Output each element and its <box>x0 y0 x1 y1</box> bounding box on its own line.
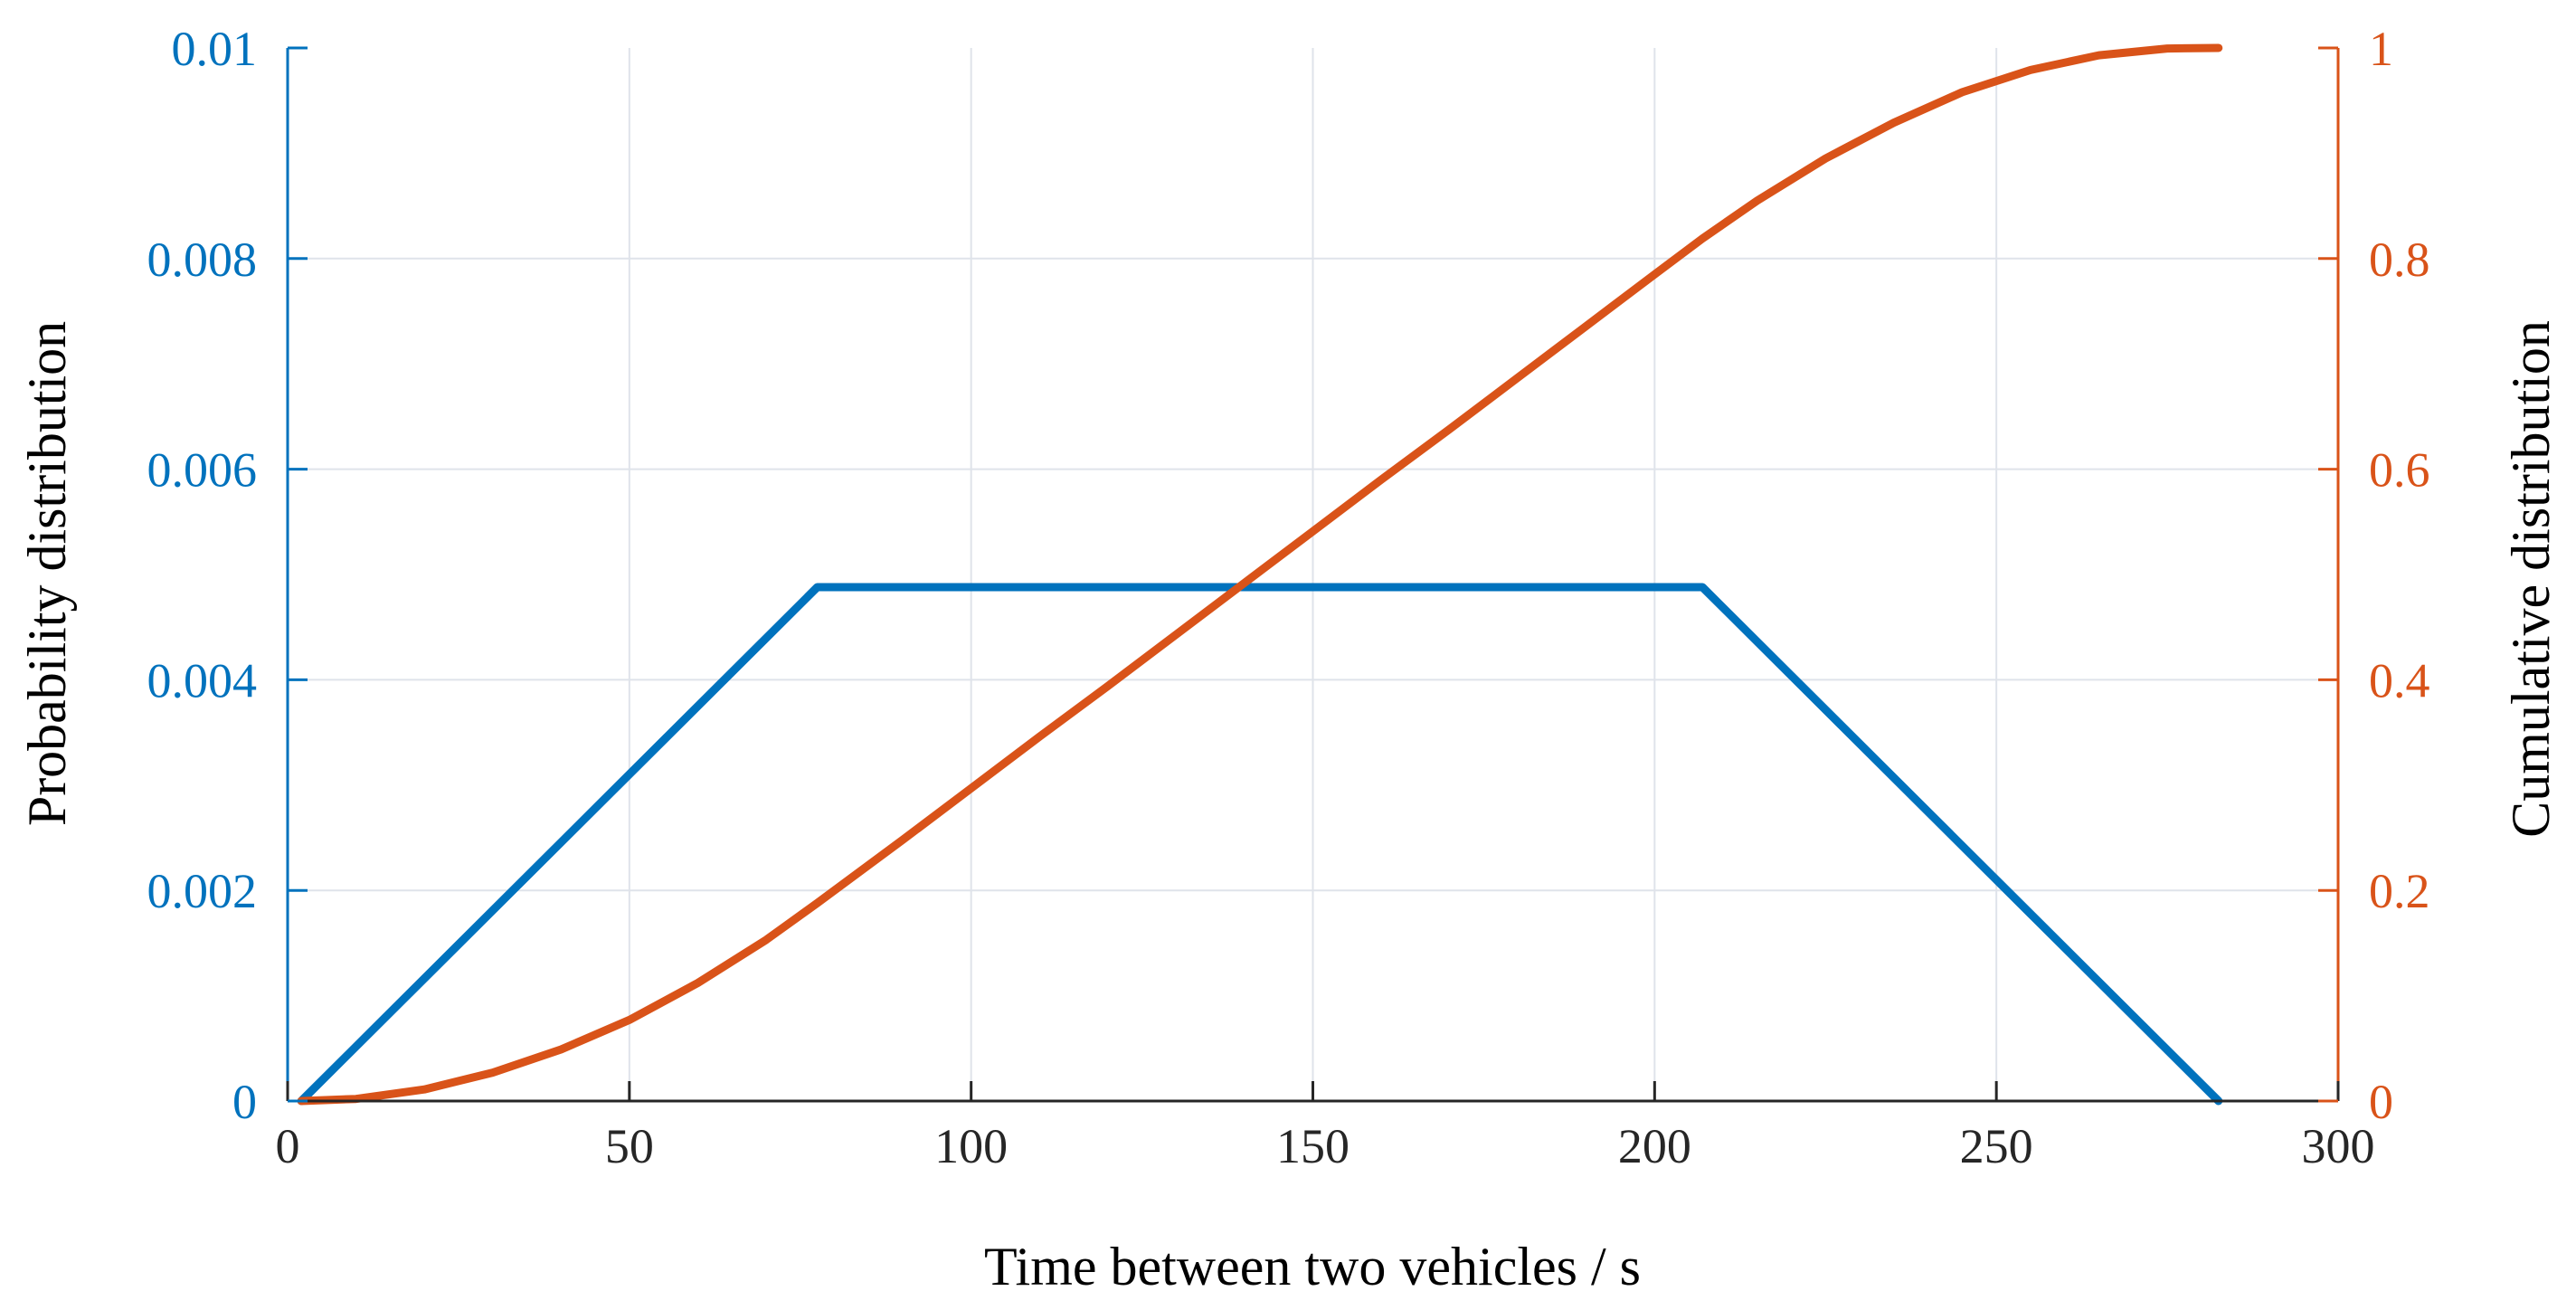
grid-layer <box>288 48 2338 1101</box>
left-y-tick-label: 0.002 <box>147 864 258 918</box>
x-tick-label: 0 <box>276 1119 300 1173</box>
probability-distribution-line <box>297 583 2223 1106</box>
x-tick-label: 250 <box>1960 1119 2033 1173</box>
axes-layer <box>286 46 2340 1103</box>
right-y-tick-label: 0.4 <box>2369 653 2430 707</box>
right-y-tick-label: 0.8 <box>2369 233 2430 287</box>
left-y-axis-title: Probability distribution <box>17 321 77 826</box>
tick-label-layer: 0 50 100 150 200 250 30000.0020.0040.0060.0080… <box>147 22 2430 1173</box>
left-y-tick-label: 0.01 <box>172 22 258 76</box>
left-y-tick-label: 0.004 <box>147 653 258 707</box>
left-y-tick-label: 0.006 <box>147 443 258 498</box>
x-tick-label: 200 <box>1618 1119 1691 1173</box>
right-y-tick-label: 0 <box>2369 1075 2393 1129</box>
x-tick-label: 100 <box>934 1119 1008 1173</box>
x-tick-label: 50 <box>605 1119 654 1173</box>
right-y-tick-label: 1 <box>2369 22 2393 76</box>
left-y-tick-label: 0 <box>232 1075 257 1129</box>
cumulative-distribution-line <box>297 43 2223 1106</box>
left-y-tick-label: 0.008 <box>147 233 258 287</box>
right-y-tick-label: 0.6 <box>2369 443 2430 498</box>
x-axis-title: Time between two vehicles / s <box>984 1237 1641 1296</box>
right-y-tick-label: 0.2 <box>2369 864 2430 918</box>
x-tick-label: 150 <box>1276 1119 1350 1173</box>
series-layer <box>297 43 2223 1106</box>
x-tick-label: 300 <box>2302 1119 2375 1173</box>
right-y-axis-title: Cumulative distribution <box>2501 320 2561 838</box>
